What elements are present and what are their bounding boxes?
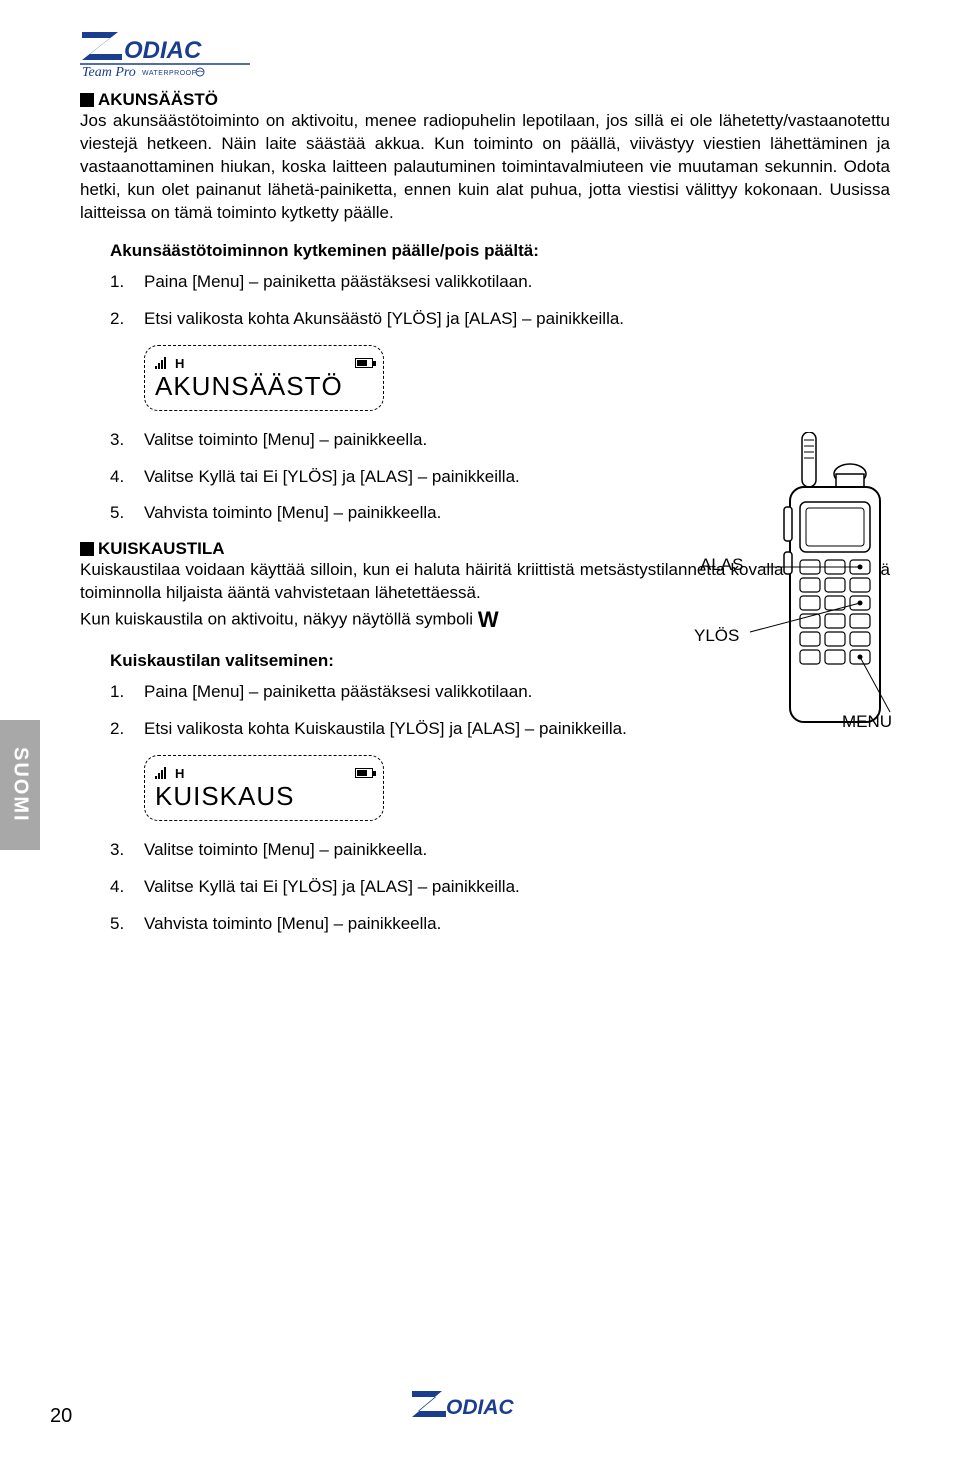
list-item: 4.Valitse Kyllä tai Ei [YLÖS] ja [ALAS] … <box>110 466 710 489</box>
battery-icon <box>355 358 373 368</box>
svg-text:Team Pro: Team Pro <box>82 65 136 80</box>
brand-logo-header: ODIAC Team Pro WATERPROOF <box>80 30 890 80</box>
signal-icon <box>155 767 169 779</box>
radio-diagram: ALAS YLÖS MENU <box>690 432 900 767</box>
list-item: 2.Etsi valikosta kohta Akunsäästö [YLÖS]… <box>110 308 710 331</box>
diagram-label-menu: MENU <box>842 712 892 732</box>
list-item: 3.Valitse toiminto [Menu] – painikkeella… <box>110 839 890 862</box>
section1-steps-a: 1.Paina [Menu] – painiketta päästäksesi … <box>110 271 710 331</box>
whisper-symbol: W <box>478 605 499 635</box>
language-tab: SUOMI <box>0 720 40 850</box>
zodiac-logo-icon: ODIAC Team Pro WATERPROOF <box>80 30 250 80</box>
diagram-label-ylos: YLÖS <box>694 626 739 646</box>
section1-title: AKUNSÄÄSTÖ <box>80 90 890 110</box>
lcd-display-akunsaasto: H AKUNSÄÄSTÖ <box>144 345 384 411</box>
svg-text:WATERPROOF: WATERPROOF <box>142 70 196 77</box>
signal-icon <box>155 357 169 369</box>
battery-icon <box>355 768 373 778</box>
lcd-status-icons: H <box>155 356 373 371</box>
section2-steps-b: 3.Valitse toiminto [Menu] – painikkeella… <box>110 839 890 936</box>
lcd-display-kuiskaus: H KUISKAUS <box>144 755 384 821</box>
svg-text:ODIAC: ODIAC <box>124 37 202 64</box>
footer-logo: ODIAC <box>0 1389 960 1428</box>
lcd-status-icons: H <box>155 766 373 781</box>
list-item: 3.Valitse toiminto [Menu] – painikkeella… <box>110 429 710 452</box>
section1-steps-b: 3.Valitse toiminto [Menu] – painikkeella… <box>110 429 710 526</box>
lcd-text: KUISKAUS <box>155 781 373 812</box>
list-item: 5.Vahvista toiminto [Menu] – painikkeell… <box>110 913 890 936</box>
section1-paragraph: Jos akunsäästötoiminto on aktivoitu, men… <box>80 110 890 225</box>
svg-text:ODIAC: ODIAC <box>446 1396 515 1419</box>
list-item: 1.Paina [Menu] – painiketta päästäksesi … <box>110 271 710 294</box>
list-item: 5.Vahvista toiminto [Menu] – painikkeell… <box>110 502 710 525</box>
section1-subtitle: Akunsäästötoiminnon kytkeminen päälle/po… <box>110 241 890 261</box>
lcd-text: AKUNSÄÄSTÖ <box>155 371 373 402</box>
list-item: 4.Valitse Kyllä tai Ei [YLÖS] ja [ALAS] … <box>110 876 890 899</box>
diagram-label-alas: ALAS <box>700 555 743 575</box>
zodiac-logo-icon: ODIAC <box>410 1389 550 1423</box>
